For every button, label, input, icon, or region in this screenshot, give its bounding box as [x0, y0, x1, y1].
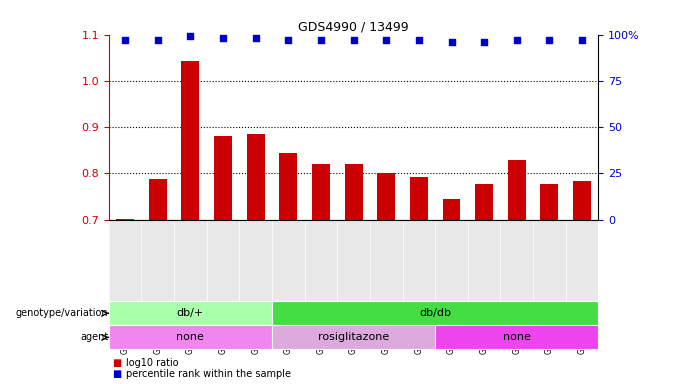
- Text: db/db: db/db: [419, 308, 452, 318]
- Text: genotype/variation: genotype/variation: [16, 308, 108, 318]
- Bar: [109, 301, 272, 325]
- Bar: [109, 325, 272, 349]
- Bar: [435, 325, 598, 349]
- Point: [446, 39, 457, 45]
- Bar: [182, 61, 199, 220]
- Point: [250, 35, 261, 41]
- Point: [511, 37, 522, 43]
- Point: [283, 37, 294, 43]
- Point: [544, 37, 555, 43]
- Bar: [272, 325, 435, 349]
- Text: ■: ■: [112, 358, 122, 368]
- Point: [185, 33, 196, 40]
- Point: [152, 37, 163, 43]
- Point: [381, 37, 392, 43]
- Point: [218, 35, 228, 41]
- Bar: [410, 177, 428, 220]
- Title: GDS4990 / 13499: GDS4990 / 13499: [299, 20, 409, 33]
- Bar: [149, 179, 167, 220]
- Bar: [116, 219, 134, 220]
- Text: rosiglitazone: rosiglitazone: [318, 333, 389, 343]
- Bar: [214, 136, 232, 220]
- Bar: [272, 301, 598, 325]
- Bar: [475, 184, 493, 220]
- Text: percentile rank within the sample: percentile rank within the sample: [126, 369, 291, 379]
- Bar: [312, 164, 330, 220]
- Text: ■: ■: [112, 369, 122, 379]
- Bar: [377, 174, 395, 220]
- Bar: [247, 134, 265, 220]
- Point: [120, 37, 131, 43]
- Text: none: none: [503, 333, 530, 343]
- Bar: [541, 184, 558, 220]
- Text: log10 ratio: log10 ratio: [126, 358, 178, 368]
- Bar: [443, 199, 460, 220]
- Bar: [279, 153, 297, 220]
- Text: db/+: db/+: [177, 308, 204, 318]
- Bar: [573, 181, 591, 220]
- Point: [413, 37, 424, 43]
- Point: [479, 39, 490, 45]
- Point: [316, 37, 326, 43]
- Bar: [508, 160, 526, 220]
- Point: [577, 37, 588, 43]
- Text: agent: agent: [80, 333, 108, 343]
- Bar: [345, 164, 362, 220]
- Point: [348, 37, 359, 43]
- Text: none: none: [177, 333, 204, 343]
